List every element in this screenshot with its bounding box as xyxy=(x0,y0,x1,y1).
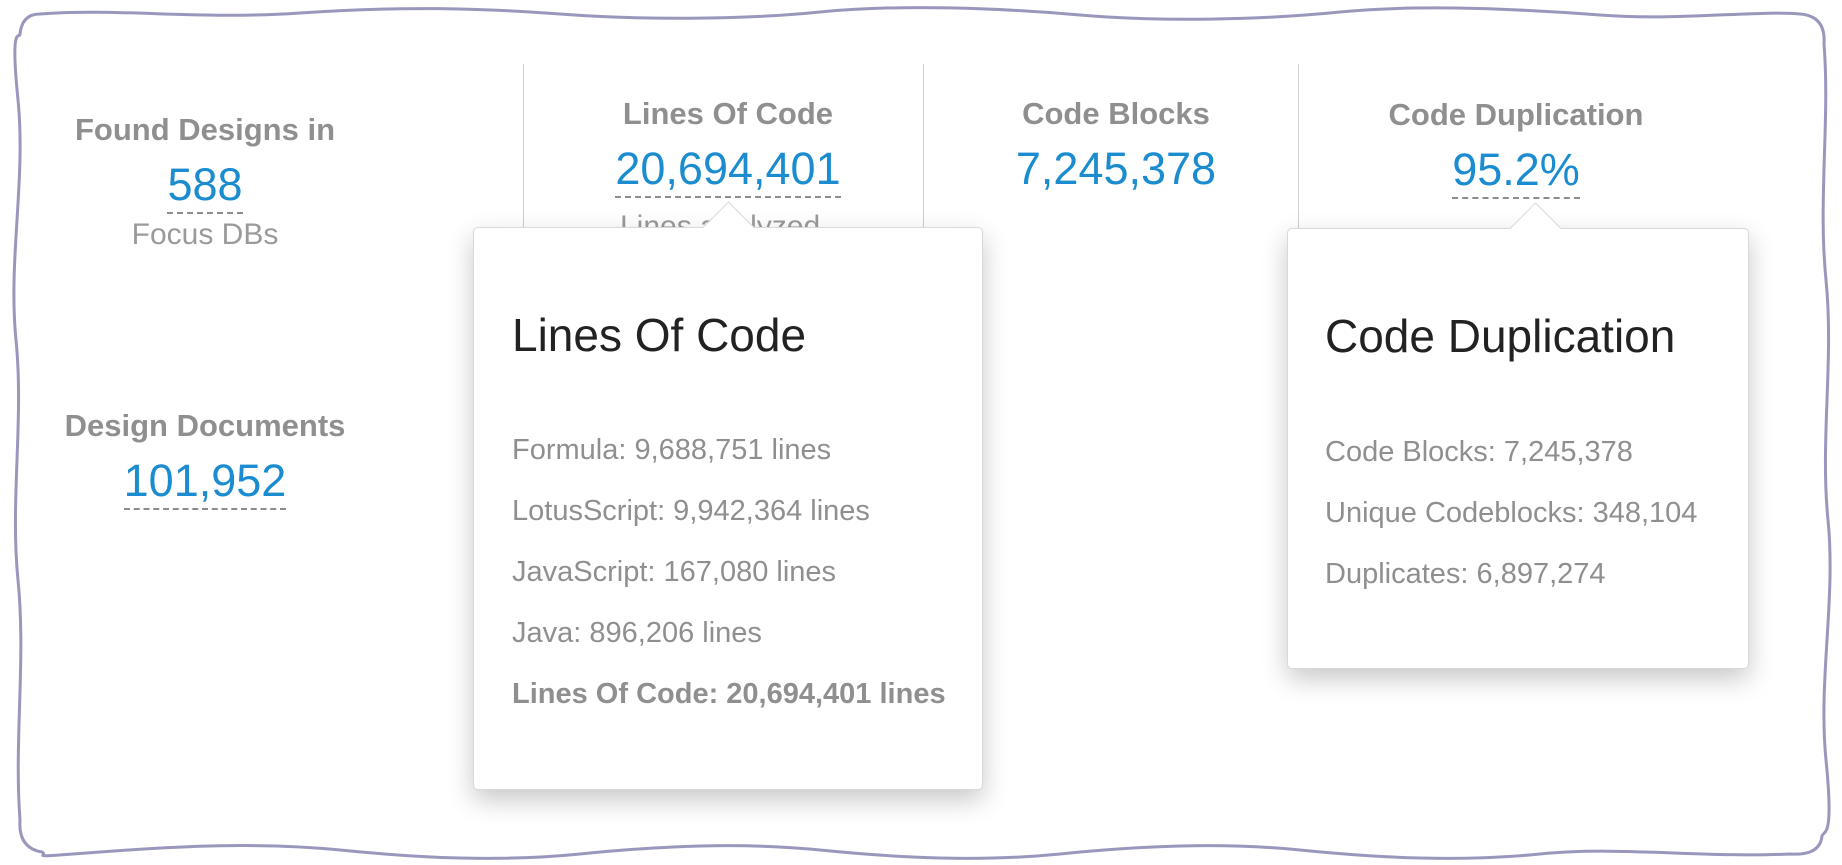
code-duplication-breakdown-list: Code Blocks: 7,245,378 Unique Codeblocks… xyxy=(1325,422,1697,605)
found-designs-label: Found Designs in xyxy=(74,112,336,147)
lines-of-code-value[interactable]: 20,694,401 xyxy=(615,144,841,198)
lines-of-code-popover: Lines Of Code Formula: 9,688,751 lines L… xyxy=(473,201,983,790)
breakdown-item-unique-codeblocks: Unique Codeblocks: 348,104 xyxy=(1325,497,1698,529)
column-divider xyxy=(1298,64,1299,230)
breakdown-item-lotusscript: LotusScript: 9,942,364 lines xyxy=(512,495,870,527)
column-divider xyxy=(523,64,524,230)
code-duplication-popover-title: Code Duplication xyxy=(1325,310,1676,362)
lines-of-code-breakdown-list: Formula: 9,688,751 lines LotusScript: 9,… xyxy=(512,420,946,725)
found-designs-stat: Found Designs in 588 Focus DBs xyxy=(55,112,355,252)
breakdown-item-duplicates: Duplicates: 6,897,274 xyxy=(1325,558,1606,590)
found-designs-sub: Focus DBs xyxy=(131,217,279,251)
design-documents-value[interactable]: 101,952 xyxy=(123,456,287,510)
design-documents-label: Design Documents xyxy=(64,408,346,443)
breakdown-item-java: Java: 896,206 lines xyxy=(512,617,762,649)
column-divider xyxy=(923,64,924,230)
code-blocks-stat: Code Blocks 7,245,378 xyxy=(966,96,1266,194)
code-duplication-stat: Code Duplication 95.2% xyxy=(1366,97,1666,199)
code-duplication-value[interactable]: 95.2% xyxy=(1452,145,1580,199)
breakdown-item-formula: Formula: 9,688,751 lines xyxy=(512,434,832,466)
code-blocks-label: Code Blocks xyxy=(1022,96,1210,131)
code-duplication-label: Code Duplication xyxy=(1388,97,1644,132)
lines-of-code-label: Lines Of Code xyxy=(622,96,834,131)
design-documents-stat: Design Documents 101,952 xyxy=(55,408,355,510)
found-designs-value[interactable]: 588 xyxy=(167,160,243,214)
breakdown-item-code-blocks: Code Blocks: 7,245,378 xyxy=(1325,436,1633,468)
lines-of-code-popover-title: Lines Of Code xyxy=(512,309,807,361)
lines-of-code-stat: Lines Of Code 20,694,401 xyxy=(578,96,878,198)
code-duplication-popover: Code Duplication Code Blocks: 7,245,378 … xyxy=(1287,202,1749,669)
breakdown-total: Lines Of Code: 20,694,401 lines xyxy=(512,678,946,710)
code-blocks-value: 7,245,378 xyxy=(1015,143,1217,194)
breakdown-item-javascript: JavaScript: 167,080 lines xyxy=(512,556,837,588)
